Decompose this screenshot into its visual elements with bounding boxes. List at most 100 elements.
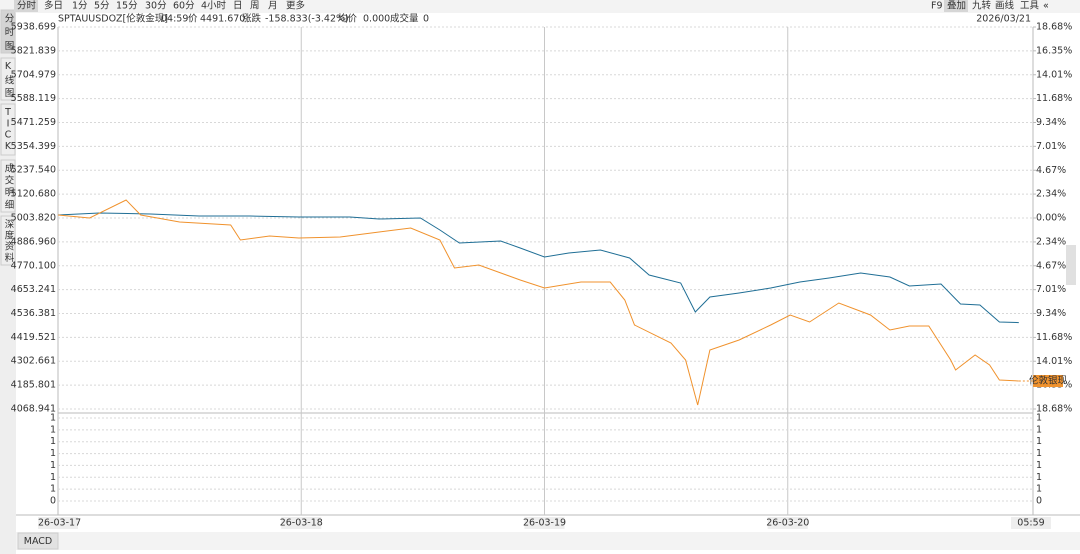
period-button[interactable]: 月: [268, 1, 278, 12]
series-tag-label: 伦敦银现: [1029, 374, 1068, 386]
volume-tick-label: 1: [50, 460, 56, 471]
quote-symbol: SPTAUUSDOZ[伦敦金现]: [58, 13, 168, 25]
y2-tick-label: 9.34%: [1036, 308, 1066, 319]
y-tick-label: 5704.979: [11, 69, 56, 80]
y-tick-label: 4886.960: [11, 236, 56, 247]
y-tick-label: 4185.801: [11, 380, 56, 391]
quote-volume-label: 成交量: [390, 13, 419, 25]
period-button[interactable]: 30分: [145, 1, 167, 12]
period-button[interactable]: 多日: [44, 0, 63, 12]
volume-tick-label-right: 0: [1036, 496, 1042, 507]
x-tick-label-bg: [281, 517, 322, 529]
y2-tick-label: 14.01%: [1036, 356, 1072, 367]
volume-tick-label-right: 1: [1036, 460, 1042, 471]
quote-change: -158.833(-3.42%): [265, 14, 349, 25]
sidebar-tab[interactable]: [0, 215, 16, 266]
sidebar-tab[interactable]: [0, 57, 16, 101]
tool-button[interactable]: 叠加: [947, 1, 966, 12]
y2-tick-label: 9.34%: [1036, 117, 1066, 128]
quote-price-label: 价: [188, 14, 198, 25]
y-tick-label: 5354.399: [11, 141, 56, 152]
period-button[interactable]: 日: [233, 1, 243, 12]
x-tick-label: 26-03-19: [523, 518, 566, 529]
y2-tick-label: 18.68%: [1036, 404, 1072, 415]
collapse-icon[interactable]: «: [1043, 1, 1049, 12]
indicator-tab-label[interactable]: MACD: [24, 536, 52, 547]
price-line: [57, 199, 1019, 406]
price-line: [57, 212, 1019, 324]
y-tick-label: 4536.381: [11, 308, 56, 319]
y-tick-label: 5003.820: [11, 213, 56, 224]
volume-tick-label: 1: [50, 413, 56, 424]
quote-avg-label: 均价: [338, 13, 358, 25]
tool-selected-bg: [944, 0, 968, 12]
sidebar-tab-label[interactable]: 深度资料: [3, 219, 15, 263]
sidebar-tab-label[interactable]: 分时图: [3, 13, 15, 51]
y-tick-label: 5237.540: [11, 165, 56, 176]
period-button[interactable]: 1分: [72, 1, 88, 12]
y2-tick-label: 11.68%: [1036, 93, 1072, 104]
quote-volume: 0: [423, 14, 429, 25]
x-tick-label: 26-03-17: [38, 518, 81, 529]
volume-tick-label: 1: [50, 484, 56, 495]
y2-tick-label: 16.35%: [1036, 45, 1072, 56]
y2-tick-label: 0.00%: [1036, 213, 1066, 224]
y-tick-label: 5588.119: [11, 93, 56, 104]
volume-tick-label: 1: [50, 448, 56, 459]
x-tick-label: 26-03-20: [766, 518, 809, 529]
y-tick-label: 4770.100: [11, 260, 56, 271]
volume-tick-label-right: 1: [1036, 436, 1042, 447]
y-tick-label: 4419.521: [11, 332, 56, 343]
volume-tick-label-right: 1: [1036, 484, 1042, 495]
scroll-handle[interactable]: [1066, 245, 1076, 285]
tool-button[interactable]: 画线: [995, 0, 1015, 12]
y2-tick-label: 4.67%: [1036, 165, 1066, 176]
y2-tick-label: 18.68%: [1036, 22, 1072, 33]
tool-button[interactable]: 九转: [972, 0, 992, 12]
x-tick-label-bg: [1011, 517, 1051, 529]
sidebar-tab[interactable]: [0, 103, 16, 156]
period-button[interactable]: 分时: [17, 0, 37, 12]
sidebar-tab-label[interactable]: TICK: [3, 107, 14, 152]
toolbar-bg: [0, 0, 1080, 13]
sidebar-tab-label[interactable]: K线图: [3, 61, 15, 98]
period-button[interactable]: 15分: [116, 1, 138, 12]
y2-tick-label: 2.34%: [1036, 189, 1066, 200]
series-tag: [1033, 374, 1063, 387]
volume-tick-label: 1: [50, 436, 56, 447]
quote-avg: 0.000: [363, 14, 390, 25]
y2-tick-label: 7.01%: [1036, 141, 1066, 152]
quote-time: 04:59: [161, 14, 188, 25]
volume-tick-label-right: 1: [1036, 424, 1042, 435]
x-tick-label-bg: [767, 517, 808, 529]
y-tick-label: 5120.680: [11, 189, 56, 200]
x-tick-label-bg: [524, 517, 565, 529]
period-button[interactable]: 5分: [94, 1, 110, 12]
y2-tick-label: 2.34%: [1036, 236, 1066, 247]
quote-date: 2026/03/21: [976, 14, 1031, 25]
tool-button[interactable]: F9: [931, 1, 943, 12]
y-tick-label: 5821.839: [11, 45, 56, 56]
sidebar-tab[interactable]: [0, 159, 16, 213]
indicator-bar: [16, 532, 1080, 550]
y-tick-label: 4653.241: [11, 284, 56, 295]
period-button[interactable]: 更多: [286, 0, 305, 12]
y2-tick-label: 4.67%: [1036, 260, 1066, 271]
volume-tick-label-right: 1: [1036, 472, 1042, 483]
quote-price: 4491.670: [200, 14, 245, 25]
x-tick-label: 26-03-18: [280, 518, 323, 529]
y-tick-label: 4302.661: [11, 356, 56, 367]
period-button[interactable]: 周: [250, 1, 260, 12]
period-button[interactable]: 60分: [173, 1, 195, 12]
quote-change-label: 涨跌: [242, 13, 262, 25]
y2-tick-label: 11.68%: [1036, 332, 1072, 343]
period-button[interactable]: 4小时: [201, 0, 227, 12]
volume-tick-label: 1: [50, 472, 56, 483]
indicator-tab[interactable]: [17, 532, 59, 550]
sidebar-tab[interactable]: [0, 9, 16, 54]
y-tick-label: 5938.699: [11, 22, 56, 33]
y2-tick-label: 7.01%: [1036, 284, 1066, 295]
tool-button[interactable]: 工具: [1020, 1, 1040, 12]
